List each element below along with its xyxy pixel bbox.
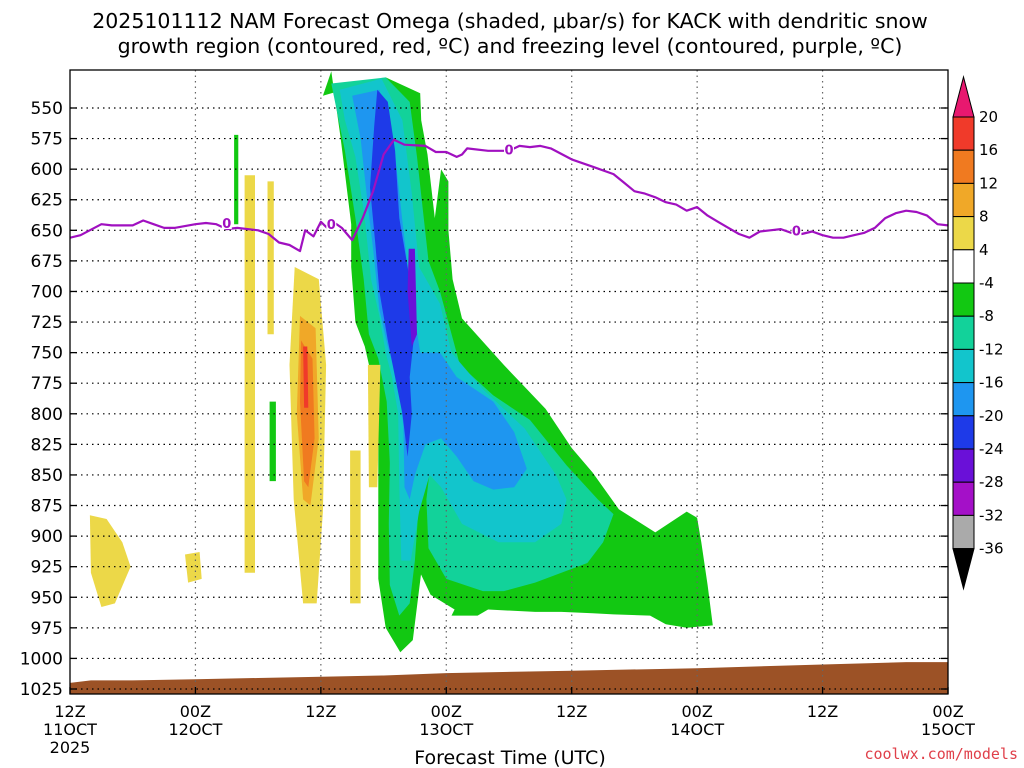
y-tick-label: 1025 — [20, 680, 63, 700]
chart-title-line-2: growth region (contoured, red, ºC) and f… — [118, 34, 903, 58]
y-tick-label: 800 — [31, 405, 63, 425]
x-tick-label-time: 00Z — [180, 702, 211, 721]
freezing-level-label: 0 — [504, 144, 513, 159]
colorbar-label: -16 — [979, 374, 1004, 392]
x-tick-label-date: 11OCT — [43, 720, 97, 739]
freezing-level-label-bg — [504, 142, 514, 156]
y-tick-label: 650 — [31, 221, 63, 241]
omega-region--20-6 — [370, 89, 415, 457]
omega-region--24-7 — [407, 248, 417, 347]
colorbar-segment — [952, 249, 975, 284]
chart-title-line-1: 2025101112 NAM Forecast Omega (shaded, μ… — [92, 9, 928, 33]
colorbar-label: 4 — [979, 241, 989, 259]
y-tick-label: 975 — [31, 619, 63, 639]
y-tick-label: 1000 — [20, 649, 63, 669]
colorbar-label: -24 — [979, 440, 1004, 458]
omega-region--4-1 — [269, 401, 276, 482]
y-tick-label: 700 — [31, 282, 63, 302]
omega-region-pos-4-0 — [244, 175, 255, 573]
colorbar-top-arrow — [952, 75, 975, 118]
omega-region--4-0 — [234, 134, 239, 225]
y-tick-label: 600 — [31, 160, 63, 180]
colorbar-label: 12 — [979, 174, 998, 192]
colorbar-segment — [952, 116, 975, 151]
y-tick-label: 675 — [31, 252, 63, 272]
colorbar: 20 16 12 8 4 -4 -8 -12 -16 -20 -24 -28 -32 -36 — [952, 75, 1004, 591]
colorbar-label: -28 — [979, 473, 1004, 491]
omega-region-pos-4-8 — [89, 515, 131, 607]
x-axis-label: Forecast Time (UTC) — [414, 747, 605, 768]
y-tick-label: 625 — [31, 191, 63, 211]
x-tick-label-year: 2025 — [50, 738, 91, 757]
colorbar-segment — [952, 182, 975, 218]
colorbar-segment — [952, 149, 975, 184]
colorbar-segment — [952, 448, 975, 483]
colorbar-label: -20 — [979, 407, 1004, 425]
y-tick-label: 875 — [31, 497, 63, 517]
omega-region-pos-16-5 — [303, 346, 309, 408]
y-tick-label: 775 — [31, 374, 63, 394]
colorbar-label: 20 — [979, 108, 998, 126]
y-tick-label: 950 — [31, 588, 63, 608]
colorbar-segment — [952, 481, 975, 516]
plot-frame — [69, 69, 949, 695]
freezing-level-label-bg — [791, 223, 802, 237]
freezing-level-label-bg — [326, 217, 337, 231]
y-tick-label: 550 — [31, 99, 63, 119]
omega-region-pos-4-7 — [350, 450, 361, 604]
y-tick-label: 575 — [31, 130, 63, 150]
colorbar-label: -36 — [979, 540, 1004, 558]
freezing-level-label: 0 — [792, 224, 801, 239]
omega-region-pos-4-6 — [367, 364, 381, 488]
colorbar-label: -8 — [979, 307, 994, 325]
y-tick-label: 750 — [31, 344, 63, 364]
x-tick-label-date: 15OCT — [921, 720, 975, 739]
y-tick-label: 850 — [31, 466, 63, 486]
freezing-level-label-bg — [221, 215, 232, 229]
x-tick-label-time: 12Z — [556, 702, 587, 721]
plot-inner: 0 0 0 0 — [70, 70, 948, 694]
plot-area: 0 0 0 0 550 575 600 625 650 675 700 725 750 775 800 825… — [20, 69, 975, 757]
colorbar-label: -12 — [979, 340, 1004, 358]
colorbar-label: 8 — [979, 208, 989, 226]
x-tick-label-time: 12Z — [305, 702, 336, 721]
y-tick-label: 900 — [31, 527, 63, 547]
x-tick-label-date: 14OCT — [670, 720, 724, 739]
x-tick-label-date: 13OCT — [419, 720, 473, 739]
colorbar-label: -32 — [979, 506, 1004, 524]
x-tick-label-time: 00Z — [681, 702, 712, 721]
colorbar-segment — [952, 282, 975, 317]
colorbar-segment — [952, 382, 975, 417]
y-tick-label: 925 — [31, 558, 63, 578]
x-tick-label-time: 00Z — [431, 702, 462, 721]
omega-region-pos-4-1 — [267, 181, 274, 335]
x-tick-label-time: 12Z — [807, 702, 838, 721]
credit-text: coolwx.com/models — [864, 745, 1018, 763]
x-tick-label-date: 12OCT — [168, 720, 222, 739]
x-tick-label-time: 00Z — [932, 702, 963, 721]
colorbar-segment — [952, 348, 975, 384]
colorbar-segment — [952, 216, 975, 251]
freezing-level-line — [70, 138, 948, 253]
colorbar-segment — [952, 514, 975, 550]
omega-region-pos-4-9 — [185, 552, 202, 583]
colorbar-label: 16 — [979, 141, 998, 159]
x-tick-label-time: 12Z — [54, 702, 85, 721]
freezing-level-label: 0 — [327, 218, 336, 233]
colorbar-bottom-arrow — [952, 548, 975, 591]
y-tick-label: 725 — [31, 313, 63, 333]
terrain-fill — [70, 662, 948, 694]
colorbar-segment — [952, 315, 975, 350]
colorbar-label: -4 — [979, 274, 994, 292]
freezing-level-label: 0 — [222, 217, 231, 232]
y-tick-label: 825 — [31, 435, 63, 455]
colorbar-segment — [952, 415, 975, 450]
